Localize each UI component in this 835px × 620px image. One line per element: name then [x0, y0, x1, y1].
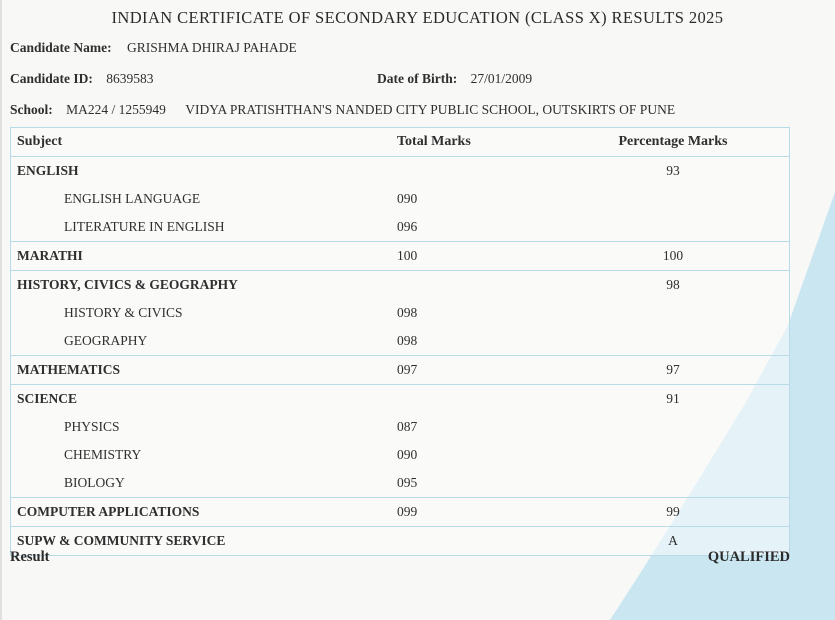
- left-edge-shadow: [0, 0, 2, 620]
- candidate-name-line: Candidate Name: GRISHMA DHIRAJ PAHADE: [10, 40, 297, 56]
- percentage-cell: 91: [666, 391, 680, 406]
- date-of-birth: Date of Birth: 27/01/2009: [377, 71, 532, 87]
- table-row: ENGLISH LANGUAGE 090: [11, 185, 789, 213]
- table-row: SUPW & COMMUNITY SERVICE A: [11, 527, 789, 555]
- table-row: GEOGRAPHY 098: [11, 327, 789, 356]
- candidate-id-label: Candidate ID:: [10, 71, 93, 86]
- subject-cell: ENGLISH: [17, 163, 79, 178]
- date-of-birth-label: Date of Birth:: [377, 71, 458, 86]
- total-marks-cell: 098: [397, 305, 418, 320]
- percentage-cell: A: [668, 533, 678, 548]
- percentage-cell: 98: [666, 277, 680, 292]
- table-row: ENGLISH 93: [11, 157, 789, 185]
- candidate-id-line: Candidate ID: 8639583 Date of Birth: 27/…: [10, 71, 790, 87]
- subject-cell: PHYSICS: [64, 419, 120, 434]
- percentage-cell: [618, 185, 728, 213]
- total-marks-cell: 097: [397, 362, 418, 377]
- column-header-total-marks: Total Marks: [397, 134, 471, 149]
- result-line: Result QUALIFIED: [10, 549, 790, 566]
- subject-cell: GEOGRAPHY: [64, 333, 148, 348]
- total-marks-cell: 098: [397, 333, 418, 348]
- school-label: School:: [10, 102, 53, 117]
- subject-cell: HISTORY, CIVICS & GEOGRAPHY: [17, 277, 238, 292]
- subject-cell: LITERATURE IN ENGLISH: [64, 219, 225, 234]
- percentage-cell: [618, 413, 728, 441]
- subject-cell: BIOLOGY: [64, 475, 125, 490]
- table-row: HISTORY, CIVICS & GEOGRAPHY 98: [11, 271, 789, 299]
- subject-cell: COMPUTER APPLICATIONS: [17, 504, 200, 519]
- school-code: MA224 / 1255949: [66, 102, 166, 117]
- total-marks-cell: [397, 385, 618, 413]
- table-row: PHYSICS 087: [11, 413, 789, 441]
- total-marks-cell: 095: [397, 475, 418, 490]
- date-of-birth-value: 27/01/2009: [470, 71, 533, 86]
- total-marks-cell: 099: [397, 504, 418, 519]
- column-header-subject: Subject: [17, 134, 63, 149]
- subject-cell: SUPW & COMMUNITY SERVICE: [17, 533, 226, 548]
- subject-cell: ENGLISH LANGUAGE: [64, 191, 201, 206]
- result-status: QUALIFIED: [707, 549, 790, 565]
- table-header-row: Subject Total Marks Percentage Marks: [11, 128, 789, 157]
- subject-cell: MATHEMATICS: [17, 362, 121, 377]
- result-label: Result: [10, 549, 50, 565]
- total-marks-cell: 090: [397, 447, 418, 462]
- candidate-name-value: GRISHMA DHIRAJ PAHADE: [127, 40, 297, 55]
- results-table: Subject Total Marks Percentage Marks ENG…: [10, 127, 790, 556]
- school-line: School: MA224 / 1255949 VIDYA PRATISHTHA…: [10, 102, 675, 118]
- percentage-cell: [618, 213, 728, 241]
- percentage-cell: [618, 441, 728, 469]
- table-row: SCIENCE 91: [11, 385, 789, 413]
- table-row: LITERATURE IN ENGLISH 096: [11, 213, 789, 242]
- total-marks-cell: 100: [397, 248, 418, 263]
- percentage-cell: [618, 327, 728, 355]
- percentage-cell: [618, 299, 728, 327]
- table-row: BIOLOGY 095: [11, 469, 789, 498]
- total-marks-cell: [397, 271, 618, 299]
- table-row: MARATHI 100 100: [11, 242, 789, 271]
- table-row: MATHEMATICS 097 97: [11, 356, 789, 385]
- table-row: CHEMISTRY 090: [11, 441, 789, 469]
- percentage-cell: 93: [666, 163, 680, 178]
- percentage-cell: [618, 469, 728, 497]
- percentage-cell: 97: [666, 362, 680, 377]
- candidate-name-label: Candidate Name:: [10, 40, 112, 55]
- percentage-cell: 99: [666, 504, 680, 519]
- table-row: COMPUTER APPLICATIONS 099 99: [11, 498, 789, 527]
- total-marks-cell: 087: [397, 419, 418, 434]
- subject-cell: CHEMISTRY: [64, 447, 142, 462]
- total-marks-cell: [397, 157, 618, 185]
- subject-cell: MARATHI: [17, 248, 83, 263]
- total-marks-cell: 096: [397, 219, 418, 234]
- table-row: HISTORY & CIVICS 098: [11, 299, 789, 327]
- total-marks-cell: 090: [397, 191, 418, 206]
- subject-cell: HISTORY & CIVICS: [64, 305, 183, 320]
- subject-cell: SCIENCE: [17, 391, 78, 406]
- page-title: INDIAN CERTIFICATE OF SECONDARY EDUCATIO…: [111, 8, 724, 27]
- school-name: VIDYA PRATISHTHAN'S NANDED CITY PUBLIC S…: [185, 102, 676, 117]
- column-header-percentage-marks: Percentage Marks: [618, 134, 728, 149]
- candidate-id-value: 8639583: [106, 71, 154, 86]
- percentage-cell: 100: [662, 248, 684, 263]
